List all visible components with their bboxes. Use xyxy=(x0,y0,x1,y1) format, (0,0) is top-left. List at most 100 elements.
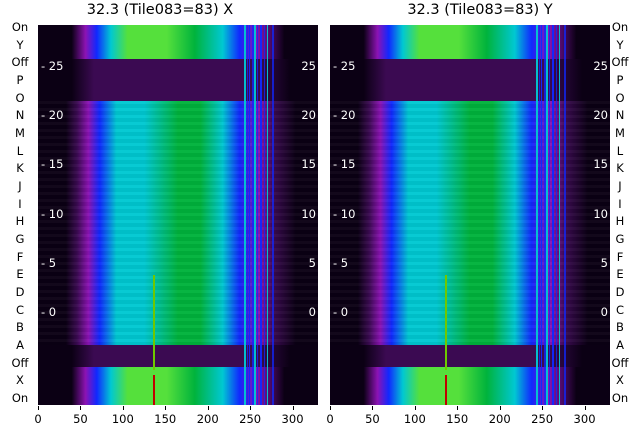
heatmap-stripe xyxy=(564,25,567,405)
x-panel-inner-tick-right-20: 20 xyxy=(301,108,316,123)
left-category-2: Off xyxy=(11,55,29,70)
xtick-mark-300 xyxy=(292,406,294,410)
left-category-9: J xyxy=(18,179,22,193)
left-category-12: G xyxy=(15,232,25,246)
left-category-7: L xyxy=(16,143,24,158)
x-panel-inner-tick-right-25: 25 xyxy=(301,59,316,73)
left-category-20: X xyxy=(16,373,24,388)
xtick-label-150: 150 xyxy=(154,412,177,426)
right-category-14: E xyxy=(616,267,624,282)
y-panel-inner-tick-left-10: - 10 xyxy=(333,206,356,221)
right-category-10: I xyxy=(618,196,622,211)
x-panel-inner-tick-left-5: - 5 xyxy=(41,255,57,270)
heatmap-stripe xyxy=(249,25,251,405)
heatmap-stripe xyxy=(546,25,548,405)
right-category-5: N xyxy=(615,108,625,123)
left-category-13: F xyxy=(16,249,24,264)
heatmap-band-3 xyxy=(330,345,610,367)
marker-line-green xyxy=(153,275,155,370)
right-category-19: Off xyxy=(611,355,629,370)
x-panel-inner-tick-right-5: 5 xyxy=(308,255,316,270)
heatmap-axes-y[interactable]: - 25 25 - 20 20 - 15 15 - 10 10 - 5 5 - 0 0 xyxy=(330,25,610,405)
right-category-9: J xyxy=(618,179,622,193)
xtick-mark-250 xyxy=(250,406,252,410)
left-category-14: E xyxy=(16,267,24,282)
xtick-label-200: 200 xyxy=(488,412,511,426)
marker-line-red xyxy=(445,375,447,405)
left-category-8: K xyxy=(16,161,24,176)
heatmap-band-4 xyxy=(38,367,318,405)
y-panel-inner-tick-left-5: - 5 xyxy=(333,255,349,270)
xtick-mark-250 xyxy=(542,406,544,410)
left-category-4: O xyxy=(15,90,25,105)
heatmap-stripe xyxy=(246,25,248,405)
left-category-3: P xyxy=(16,73,24,87)
heatmap-axes-x[interactable]: - 25 25 - 20 20 - 15 15 - 10 10 - 5 5 - 0 0 xyxy=(38,25,318,405)
category-labels-right: On Y Off P O N M L K J I H G F E D C B A Off X On xyxy=(600,0,640,440)
left-category-1: Y xyxy=(16,37,24,52)
panel-y-title: 32.3 (Tile083=83) Y xyxy=(407,2,553,18)
heatmap-stripe xyxy=(256,25,259,405)
heatmap-stripe xyxy=(263,25,265,405)
heatmap-stripe xyxy=(559,25,561,405)
heatmap-stripe xyxy=(552,25,555,405)
heatmap-stripe xyxy=(548,25,551,405)
xtick-mark-150 xyxy=(457,406,459,410)
xtick-mark-50 xyxy=(80,406,82,410)
y-panel-inner-tick-left-25: - 25 xyxy=(333,59,356,73)
heatmap-band-4 xyxy=(330,367,610,405)
heatmap-stripe xyxy=(244,25,247,405)
y-panel-inner-tick-right-10: 10 xyxy=(593,206,608,221)
left-category-0: On xyxy=(11,20,29,34)
heatmap-band-1 xyxy=(38,59,318,101)
heatmap-stripe xyxy=(260,25,263,405)
heatmap-stripe xyxy=(251,25,254,405)
xtick-label-300: 300 xyxy=(573,412,596,426)
right-category-6: M xyxy=(615,126,625,140)
right-category-20: X xyxy=(616,373,624,388)
x-panel-inner-tick-left-25: - 25 xyxy=(41,59,64,73)
xtick-label-250: 250 xyxy=(531,412,554,426)
right-category-8: K xyxy=(616,161,624,176)
xtick-label-250: 250 xyxy=(239,412,262,426)
heatmap-stripe xyxy=(254,25,256,405)
y-panel-inner-tick-right-20: 20 xyxy=(593,108,608,123)
heatmap-stripe xyxy=(555,25,557,405)
heatmap-stripe xyxy=(541,25,543,405)
left-category-19: Off xyxy=(11,355,29,370)
right-category-16: C xyxy=(615,302,625,317)
y-panel-inner-tick-left-0: - 0 xyxy=(333,305,349,319)
heatmap-stripe xyxy=(272,25,275,405)
panel-y: 32.3 (Tile083=83) Y - 25 25- 20 20- 15 15- … xyxy=(320,0,640,440)
y-panel-inner-tick-left-15: - 15 xyxy=(333,157,356,172)
xtick-label-150: 150 xyxy=(446,412,469,426)
right-category-15: D xyxy=(615,285,625,299)
right-category-21: On xyxy=(611,391,629,405)
panel-x: 32.3 (Tile083=83) X - 25 25- 20 20- 15 15- … xyxy=(38,2,318,405)
xtick-mark-0 xyxy=(330,406,331,410)
marker-line-green xyxy=(445,275,447,370)
x-panel-inner-tick-left-10: - 10 xyxy=(41,206,64,221)
right-category-17: B xyxy=(616,320,624,335)
left-category-11: H xyxy=(15,214,25,229)
x-panel-inner-tick-right-0: 0 xyxy=(308,305,316,319)
xtick-label-50: 50 xyxy=(73,412,88,426)
left-category-15: D xyxy=(15,285,25,299)
right-category-12: G xyxy=(615,232,625,246)
right-category-4: O xyxy=(615,90,625,105)
xtick-mark-100 xyxy=(122,406,124,410)
right-category-2: Off xyxy=(611,55,629,70)
heatmap-band-2 xyxy=(330,101,610,345)
left-category-16: C xyxy=(15,302,25,317)
right-category-3: P xyxy=(616,73,624,87)
xtick-mark-0 xyxy=(38,406,39,410)
xtick-label-200: 200 xyxy=(196,412,219,426)
right-category-7: L xyxy=(616,143,624,158)
left-category-17: B xyxy=(16,320,24,335)
xtick-mark-50 xyxy=(372,406,374,410)
right-category-18: A xyxy=(616,338,624,352)
xtick-label-100: 100 xyxy=(403,412,426,426)
xtick-label-100: 100 xyxy=(111,412,134,426)
heatmap-stripe xyxy=(543,25,546,405)
